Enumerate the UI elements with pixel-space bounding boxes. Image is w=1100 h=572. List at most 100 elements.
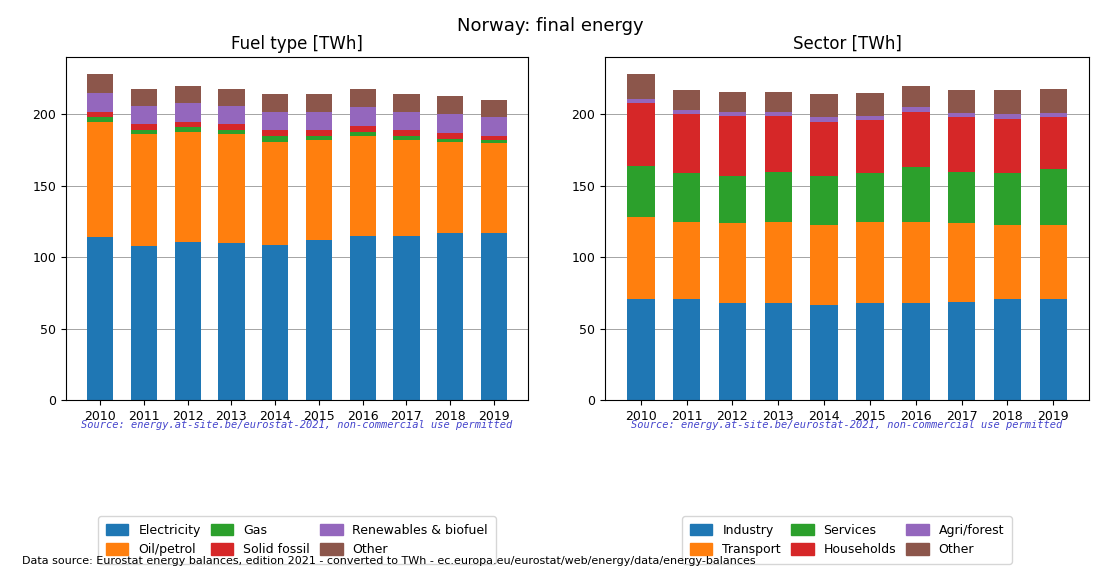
Bar [673, 110, 701, 114]
Bar [948, 117, 976, 172]
Legend: Electricity, Oil/petrol, Gas, Solid fossil, Renewables & biofuel, Other: Electricity, Oil/petrol, Gas, Solid foss… [98, 517, 496, 564]
Bar [175, 128, 200, 132]
Bar [948, 90, 976, 113]
Bar [1040, 224, 1067, 299]
Bar [131, 130, 157, 134]
Bar [437, 114, 463, 133]
Title: Sector [TWh]: Sector [TWh] [793, 35, 901, 53]
Bar [764, 116, 792, 172]
Bar [437, 139, 463, 142]
Bar [902, 112, 930, 168]
Bar [627, 103, 654, 166]
Text: Data source: Eurostat energy balances, edition 2021 - converted to TWh - ec.euro: Data source: Eurostat energy balances, e… [22, 557, 756, 566]
Bar [673, 90, 701, 110]
Bar [764, 172, 792, 222]
Bar [481, 140, 507, 143]
Bar [993, 224, 1021, 299]
Bar [1040, 113, 1067, 117]
Text: Source: energy.at-site.be/eurostat-2021, non-commercial use permitted: Source: energy.at-site.be/eurostat-2021,… [631, 420, 1063, 430]
Bar [262, 94, 288, 112]
Bar [394, 130, 419, 136]
Bar [811, 225, 838, 304]
Bar [764, 222, 792, 303]
Bar [481, 136, 507, 140]
Bar [262, 112, 288, 130]
Bar [856, 222, 883, 303]
Bar [993, 299, 1021, 400]
Bar [175, 86, 200, 103]
Bar [218, 89, 244, 106]
Bar [902, 168, 930, 222]
Bar [131, 134, 157, 246]
Bar [350, 126, 376, 132]
Bar [993, 173, 1021, 225]
Bar [437, 96, 463, 114]
Bar [394, 140, 419, 236]
Bar [718, 303, 746, 400]
Bar [993, 90, 1021, 114]
Bar [350, 132, 376, 136]
Bar [394, 94, 419, 112]
Bar [811, 94, 838, 117]
Bar [437, 233, 463, 400]
Bar [262, 130, 288, 136]
Bar [437, 133, 463, 139]
Bar [350, 136, 376, 236]
Bar [673, 114, 701, 173]
Bar [131, 89, 157, 106]
Text: Source: energy.at-site.be/eurostat-2021, non-commercial use permitted: Source: energy.at-site.be/eurostat-2021,… [81, 420, 513, 430]
Bar [718, 112, 746, 116]
Bar [856, 93, 883, 116]
Bar [394, 136, 419, 140]
Bar [131, 125, 157, 130]
Bar [306, 94, 332, 112]
Bar [673, 299, 701, 400]
Bar [306, 240, 332, 400]
Bar [131, 246, 157, 400]
Bar [856, 116, 883, 120]
Bar [218, 243, 244, 400]
Bar [218, 130, 244, 134]
Legend: Industry, Transport, Services, Households, Agri/forest, Other: Industry, Transport, Services, Household… [682, 517, 1012, 564]
Bar [627, 74, 654, 99]
Bar [993, 119, 1021, 173]
Bar [764, 92, 792, 112]
Bar [350, 89, 376, 108]
Bar [306, 112, 332, 130]
Bar [218, 106, 244, 125]
Bar [902, 222, 930, 303]
Bar [948, 113, 976, 117]
Bar [718, 92, 746, 112]
Bar [306, 130, 332, 136]
Bar [1040, 299, 1067, 400]
Bar [1040, 117, 1067, 169]
Bar [262, 136, 288, 142]
Bar [175, 103, 200, 122]
Bar [1040, 169, 1067, 225]
Bar [764, 303, 792, 400]
Bar [718, 176, 746, 223]
Bar [627, 299, 654, 400]
Bar [948, 302, 976, 400]
Bar [175, 122, 200, 128]
Bar [175, 242, 200, 400]
Bar [87, 237, 113, 400]
Bar [350, 236, 376, 400]
Bar [948, 223, 976, 302]
Bar [87, 117, 113, 122]
Bar [306, 140, 332, 240]
Bar [627, 98, 654, 103]
Bar [718, 223, 746, 303]
Bar [481, 233, 507, 400]
Title: Fuel type [TWh]: Fuel type [TWh] [231, 35, 363, 53]
Bar [718, 116, 746, 176]
Bar [87, 74, 113, 93]
Bar [218, 125, 244, 130]
Bar [306, 136, 332, 140]
Bar [437, 142, 463, 233]
Bar [87, 112, 113, 117]
Bar [811, 122, 838, 176]
Bar [218, 134, 244, 243]
Bar [1040, 89, 1067, 113]
Bar [993, 114, 1021, 119]
